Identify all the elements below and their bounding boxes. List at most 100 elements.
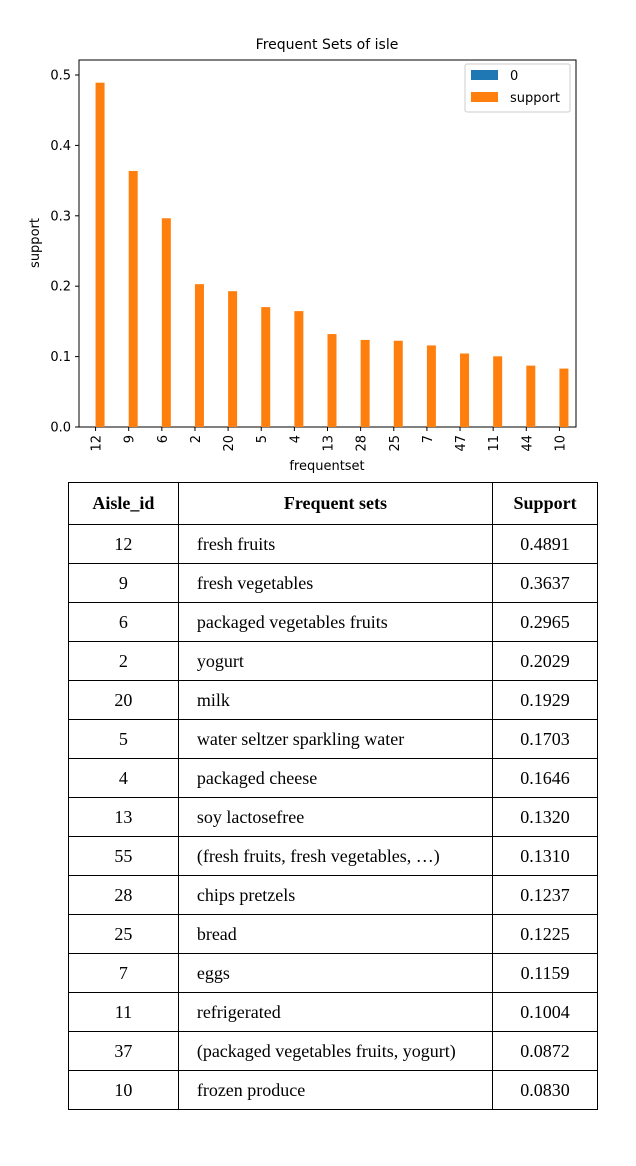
table-row: 13 soy lactosefree 0.1320: [68, 797, 598, 837]
x-axis-label: frequentset: [289, 459, 364, 474]
aisle-id-cell: 7: [68, 953, 179, 993]
bar-support-4: [294, 311, 304, 427]
bar-support-10: [559, 368, 569, 427]
bar-support-5: [261, 307, 271, 427]
table-row: 6 packaged vegetables fruits 0.2965: [68, 602, 598, 642]
support-cell: 0.3637: [492, 563, 598, 603]
table-row: 25 bread 0.1225: [68, 914, 598, 954]
frequent-set-cell: eggs: [177, 953, 494, 993]
aisle-id-cell: 25: [68, 914, 179, 954]
legend-swatch-support: [471, 92, 498, 102]
table-row: 4 packaged cheese 0.1646: [68, 758, 598, 798]
table-row: 11 refrigerated 0.1004: [68, 992, 598, 1032]
frequent-set-cell: packaged vegetables fruits: [177, 602, 494, 642]
bar-support-47: [460, 353, 470, 427]
x-tick-label: 2: [189, 435, 204, 443]
table-body: 12 fresh fruits 0.4891 9 fresh vegetables 0.3…: [68, 524, 598, 1110]
x-tick-label: 11: [487, 435, 502, 452]
table-header-row: Aisle_id Frequent sets Support: [68, 482, 598, 525]
bar-support-7: [426, 345, 436, 427]
support-cell: 0.1004: [492, 992, 598, 1032]
x-tick-label: 13: [322, 435, 337, 452]
frequent-set-cell: fresh fruits: [177, 524, 494, 564]
frequent-set-cell: packaged cheese: [177, 758, 494, 798]
y-tick-label: 0.5: [50, 69, 71, 84]
x-tick-label: 47: [454, 435, 469, 452]
support-cell: 0.2965: [492, 602, 598, 642]
support-cell: 0.1320: [492, 797, 598, 837]
header-frequent-sets: Frequent sets: [177, 482, 494, 525]
support-cell: 0.0872: [492, 1031, 598, 1071]
support-cell: 0.1310: [492, 836, 598, 876]
table-row: 7 eggs 0.1159: [68, 953, 598, 993]
aisle-id-cell: 55: [68, 836, 179, 876]
y-tick-label: 0.2: [50, 280, 71, 295]
table-row: 37 (packaged vegetables fruits, yogurt) 0.…: [68, 1031, 598, 1071]
x-tick-label: 20: [222, 435, 237, 452]
aisle-id-cell: 6: [68, 602, 179, 642]
x-axis: 12 9 6 2 20 5 4 13 28 25 7 47 11 44 10: [90, 427, 568, 452]
legend-label-0: 0: [510, 69, 518, 84]
table-row: 2 yogurt 0.2029: [68, 641, 598, 681]
bar-support-28: [360, 339, 370, 427]
support-cell: 0.1646: [492, 758, 598, 798]
support-cell: 0.1703: [492, 719, 598, 759]
support-cell: 0.0830: [492, 1070, 598, 1110]
table-row: 5 water seltzer sparkling water 0.1703: [68, 719, 598, 759]
bar-support-20: [228, 291, 238, 427]
table-row: 20 milk 0.1929: [68, 680, 598, 720]
bar-chart: Frequent Sets of isle 0.0 0.1 0.2 0.3 0.4 0.5…: [0, 0, 636, 478]
x-tick-label: 10: [553, 435, 568, 452]
x-tick-label: 9: [123, 435, 138, 443]
y-tick-label: 0.4: [50, 139, 71, 154]
x-tick-label: 25: [388, 435, 403, 452]
aisle-id-cell: 11: [68, 992, 179, 1032]
table-row: 55 (fresh fruits, fresh vegetables, …) 0.1…: [68, 836, 598, 876]
aisle-id-cell: 5: [68, 719, 179, 759]
aisle-id-cell: 37: [68, 1031, 179, 1071]
support-cell: 0.2029: [492, 641, 598, 681]
bar-support-9: [128, 170, 138, 427]
bars: [95, 82, 569, 428]
support-cell: 0.1159: [492, 953, 598, 993]
x-tick-label: 6: [156, 435, 171, 443]
bar-support-11: [493, 356, 503, 427]
frequent-sets-table: Aisle_id Frequent sets Support 12 fresh f…: [68, 482, 598, 1110]
y-axis-label: support: [28, 218, 43, 268]
y-axis: 0.0 0.1 0.2 0.3 0.4 0.5: [50, 69, 79, 436]
bar-support-12: [95, 82, 105, 428]
frequent-set-cell: yogurt: [177, 641, 494, 681]
bar-support-25: [393, 340, 403, 427]
table-row: 9 fresh vegetables 0.3637: [68, 563, 598, 603]
aisle-id-cell: 28: [68, 875, 179, 915]
support-cell: 0.1929: [492, 680, 598, 720]
x-tick-label: 4: [288, 435, 303, 443]
bar-support-13: [327, 334, 337, 427]
bar-support-2: [194, 284, 204, 427]
frequent-set-cell: frozen produce: [177, 1070, 494, 1110]
y-tick-label: 0.0: [50, 421, 71, 436]
chart-svg: Frequent Sets of isle 0.0 0.1 0.2 0.3 0.4 0.5…: [28, 37, 577, 474]
x-tick-label: 5: [255, 435, 270, 443]
frequent-set-cell: refrigerated: [177, 992, 494, 1032]
support-cell: 0.1225: [492, 914, 598, 954]
legend: 0 support: [464, 63, 571, 113]
header-support: Support: [492, 482, 598, 525]
chart-title: Frequent Sets of isle: [256, 37, 399, 53]
x-tick-label: 12: [90, 435, 105, 452]
x-tick-label: 44: [520, 435, 535, 452]
frequent-sets-table-container: Aisle_id Frequent sets Support 12 fresh f…: [68, 482, 598, 1110]
aisle-id-cell: 20: [68, 680, 179, 720]
aisle-id-cell: 4: [68, 758, 179, 798]
bar-support-44: [526, 365, 536, 427]
y-tick-label: 0.1: [50, 350, 71, 365]
bar-support-6: [161, 218, 171, 427]
frequent-set-cell: (packaged vegetables fruits, yogurt): [177, 1031, 494, 1071]
table-row: 12 fresh fruits 0.4891: [68, 524, 598, 564]
aisle-id-cell: 12: [68, 524, 179, 564]
frequent-set-cell: chips pretzels: [177, 875, 494, 915]
aisle-id-cell: 10: [68, 1070, 179, 1110]
aisle-id-cell: 13: [68, 797, 179, 837]
frequent-set-cell: water seltzer sparkling water: [177, 719, 494, 759]
frequent-set-cell: milk: [177, 680, 494, 720]
